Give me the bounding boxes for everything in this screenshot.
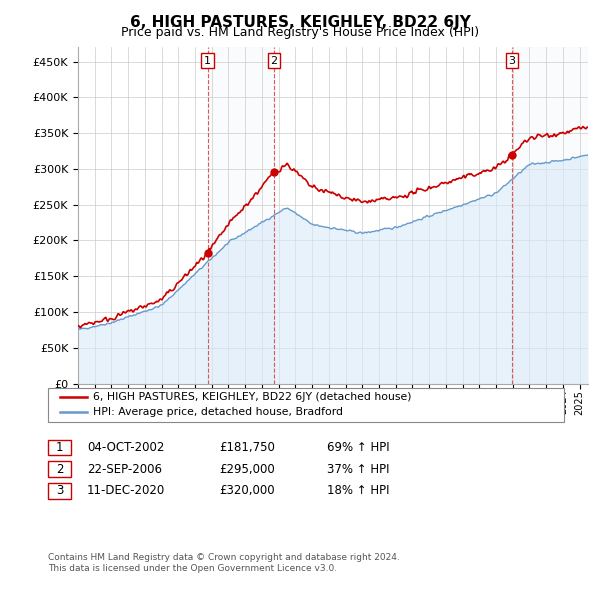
Text: 6, HIGH PASTURES, KEIGHLEY, BD22 6JY: 6, HIGH PASTURES, KEIGHLEY, BD22 6JY <box>130 15 470 30</box>
Text: Contains HM Land Registry data © Crown copyright and database right 2024.: Contains HM Land Registry data © Crown c… <box>48 553 400 562</box>
Text: 37% ↑ HPI: 37% ↑ HPI <box>327 463 389 476</box>
Text: HPI: Average price, detached house, Bradford: HPI: Average price, detached house, Brad… <box>93 407 343 417</box>
Text: 3: 3 <box>56 484 63 497</box>
Text: 22-SEP-2006: 22-SEP-2006 <box>87 463 162 476</box>
Text: £320,000: £320,000 <box>219 484 275 497</box>
Text: 1: 1 <box>56 441 63 454</box>
Text: 2: 2 <box>56 463 63 476</box>
Text: Price paid vs. HM Land Registry's House Price Index (HPI): Price paid vs. HM Land Registry's House … <box>121 26 479 39</box>
Bar <box>208 47 274 384</box>
Text: 11-DEC-2020: 11-DEC-2020 <box>87 484 165 497</box>
Text: This data is licensed under the Open Government Licence v3.0.: This data is licensed under the Open Gov… <box>48 565 337 573</box>
Text: 18% ↑ HPI: 18% ↑ HPI <box>327 484 389 497</box>
Text: 3: 3 <box>508 55 515 65</box>
Text: 6, HIGH PASTURES, KEIGHLEY, BD22 6JY (detached house): 6, HIGH PASTURES, KEIGHLEY, BD22 6JY (de… <box>93 392 412 402</box>
Text: 04-OCT-2002: 04-OCT-2002 <box>87 441 164 454</box>
Text: 69% ↑ HPI: 69% ↑ HPI <box>327 441 389 454</box>
Text: 2: 2 <box>271 55 278 65</box>
Text: £181,750: £181,750 <box>219 441 275 454</box>
Bar <box>512 47 588 384</box>
Text: 1: 1 <box>204 55 211 65</box>
Text: £295,000: £295,000 <box>219 463 275 476</box>
